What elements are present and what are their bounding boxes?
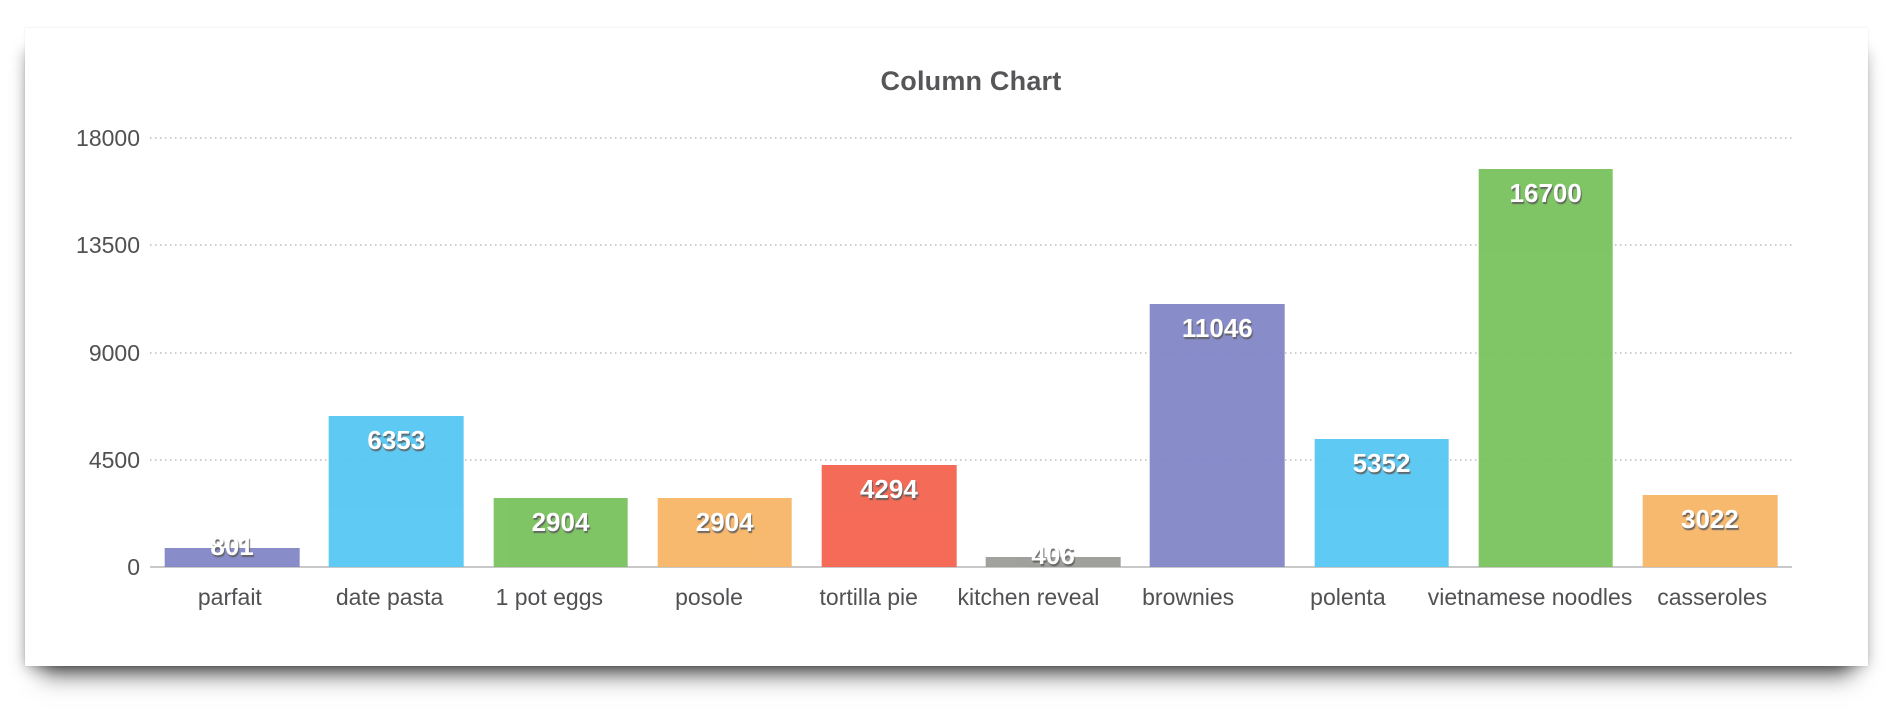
bar-value-label-polenta: 5352	[1352, 448, 1411, 479]
bar-slot-brownies: 11046	[1135, 138, 1299, 567]
bar-1-pot-eggs: 2904	[493, 497, 628, 567]
gridline-13500	[150, 244, 1792, 247]
bar-value-label-1-pot-eggs: 2904	[531, 506, 590, 537]
x-category-label-brownies: brownies	[1142, 584, 1235, 610]
chart-title: Column Chart	[880, 66, 1062, 96]
gridline-9000	[150, 351, 1792, 354]
gridline-4500	[150, 458, 1792, 461]
bar-kitchen-reveal: 406	[985, 542, 1121, 568]
y-tick-label-13500: 13500	[76, 232, 140, 259]
bar-value-label-brownies: 11046	[1181, 312, 1253, 343]
x-category-label-vietnamese-noodles: vietnamese noodles	[1427, 584, 1633, 610]
bar-slot-polenta: 5352	[1299, 138, 1463, 567]
y-tick-label-4500: 4500	[88, 446, 140, 473]
bar-brownies: 11046	[1149, 303, 1285, 567]
bar-casseroles: 3022	[1642, 494, 1778, 567]
x-category-label-casseroles: casseroles	[1657, 584, 1768, 610]
chart-card: Column Chart 801 6353 2904 2904 4294 406 11046…	[25, 28, 1868, 666]
bar-parfait: 801	[164, 533, 300, 567]
x-category-label-tortilla-pie: tortilla pie	[819, 584, 918, 610]
x-category-label-polenta: polenta	[1310, 584, 1386, 610]
bar-posole: 2904	[657, 497, 793, 567]
y-tick-label-18000: 18000	[76, 125, 140, 151]
bar-value-label-posole: 2904	[695, 506, 754, 537]
bar-vietnamese-noodles: 16700	[1478, 168, 1614, 567]
bars-container: 801 6353 2904 2904 4294 406 11046 5352 16700 3022	[150, 138, 1792, 568]
y-tick-label-9000: 9000	[88, 339, 140, 366]
bar-tortilla-pie: 4294	[821, 464, 957, 567]
plot-area: 801 6353 2904 2904 4294 406 11046 5352 16700 3022	[150, 137, 1792, 568]
bar-value-label-vietnamese-noodles: 16700	[1509, 177, 1582, 208]
bar-value-label-casseroles: 3022	[1680, 503, 1739, 534]
bar-date-pasta: 6353	[328, 415, 464, 567]
bar-slot-tortilla-pie: 4294	[807, 138, 971, 567]
bar-slot-1-pot-eggs: 2904	[478, 138, 642, 567]
bar-value-label-kitchen-reveal: 406	[1031, 540, 1075, 571]
x-category-label-kitchen-reveal: kitchen reveal	[957, 584, 1100, 610]
x-category-label-date-pasta: date pasta	[335, 584, 444, 610]
bar-slot-posole: 2904	[643, 138, 807, 567]
x-axis-labels: parfait date pasta 1 pot eggs posole tortill…	[150, 583, 1792, 613]
bar-polenta: 5352	[1314, 439, 1449, 567]
bar-slot-date-pasta: 6353	[314, 138, 478, 567]
x-category-label-posole: posole	[675, 584, 743, 610]
bar-slot-parfait: 801	[150, 138, 314, 567]
x-category-label-1-pot-eggs: 1 pot eggs	[495, 584, 603, 610]
y-tick-label-0: 0	[127, 554, 140, 580]
bar-value-label-parfait: 801	[210, 530, 254, 561]
bar-value-label-date-pasta: 6353	[367, 424, 426, 455]
bar-slot-kitchen-reveal: 406	[971, 138, 1135, 568]
bar-slot-casseroles: 3022	[1628, 138, 1792, 567]
gridline-18000	[150, 137, 1792, 139]
bar-slot-vietnamese-noodles: 16700	[1464, 138, 1628, 567]
x-axis-line	[150, 566, 1792, 568]
bar-value-label-tortilla-pie: 4294	[859, 473, 918, 504]
x-category-label-parfait: parfait	[197, 584, 262, 610]
